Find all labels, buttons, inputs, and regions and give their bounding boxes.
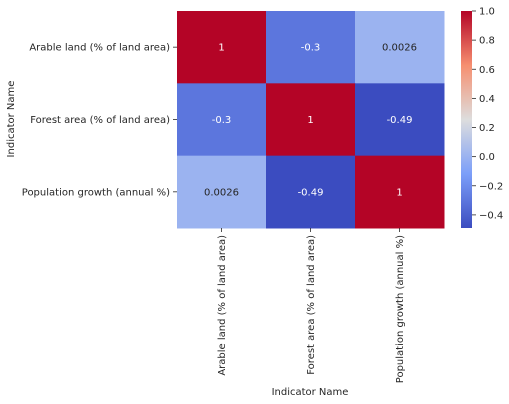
colorbar-tick-label: 0.8	[479, 36, 495, 47]
heatmap-cell	[355, 155, 445, 229]
heatmap-cell	[355, 83, 445, 157]
cell-value-label: -0.3	[212, 115, 232, 126]
heatmap-cell	[266, 155, 356, 229]
heatmap-cell	[177, 11, 267, 84]
cell-value-label: 1	[396, 187, 402, 198]
colorbar-tick-label: −0.2	[479, 181, 503, 192]
colorbar-tick-label: 0.4	[479, 94, 495, 105]
x-tick-label: Forest area (% of land area)	[306, 235, 317, 375]
heatmap-cell	[266, 11, 356, 84]
heatmap-cell	[266, 83, 356, 157]
colorbar-tick-label: 0.0	[479, 152, 495, 163]
colorbar-tick-label: −0.4	[479, 210, 503, 221]
colorbar-tick-label: 1.0	[479, 7, 495, 18]
y-axis: Arable land (% of land area) Forest area …	[22, 43, 177, 198]
heatmap-cell	[177, 83, 267, 157]
y-tick-label: Arable land (% of land area)	[29, 43, 170, 54]
cell-value-label: -0.49	[387, 115, 413, 126]
y-tick-label: Forest area (% of land area)	[30, 115, 170, 126]
colorbar-tick-label: 0.2	[479, 123, 495, 134]
cell-value-label: 0.0026	[382, 43, 417, 54]
heatmap-cells	[177, 11, 445, 229]
heatmap-cell-labels: 1 -0.3 0.0026 -0.3 1 -0.49 0.0026 -0.49 1	[204, 43, 417, 199]
x-axis: Arable land (% of land area) Forest area …	[217, 227, 406, 383]
colorbar-tick-label: 0.6	[479, 65, 495, 76]
cell-value-label: 0.0026	[204, 187, 239, 198]
cell-value-label: 1	[218, 43, 224, 54]
y-tick-label: Population growth (annual %)	[22, 187, 170, 198]
heatmap-cell	[177, 155, 267, 229]
cell-value-label: -0.3	[301, 43, 321, 54]
colorbar: 1.0 0.8 0.6 0.4 0.2 0.0 −0.2 −0.4	[461, 7, 503, 228]
cell-value-label: -0.49	[298, 187, 324, 198]
cell-value-label: 1	[307, 115, 313, 126]
x-axis-title: Indicator Name	[272, 387, 349, 398]
colorbar-gradient-bar	[461, 11, 472, 228]
x-tick-label: Arable land (% of land area)	[217, 235, 228, 376]
y-axis-title: Indicator Name	[6, 81, 17, 158]
x-tick-label: Population growth (annual %)	[395, 235, 406, 383]
heatmap-cell	[355, 11, 445, 84]
